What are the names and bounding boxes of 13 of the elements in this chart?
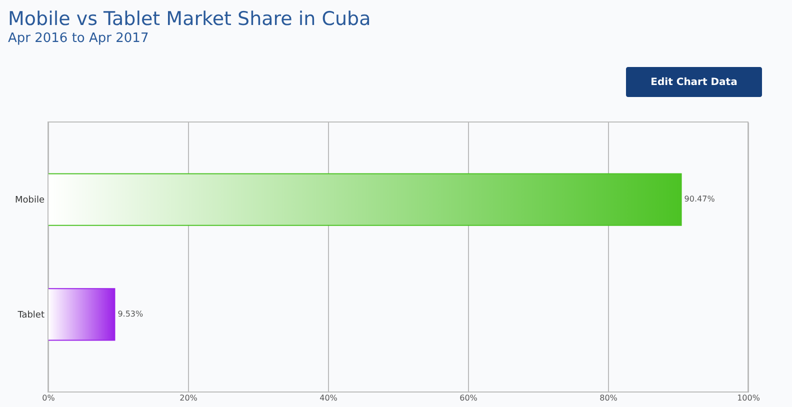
data-label: 9.53% [118,309,144,318]
x-tick-label: 100% [737,394,760,402]
x-tick-label: 80% [600,394,618,402]
text: Edit Chart Data [650,77,738,88]
data-label: 90.47% [684,194,716,204]
chart-subtitle: Apr 2016 to Apr 2017 [8,31,149,46]
chart-title: Mobile vs Tablet Market Share in Cuba [8,8,371,30]
y-tick-label: Tablet [16,310,45,320]
x-tick-label: 40% [320,394,338,402]
x-tick-label: 60% [460,394,478,402]
x-tick-label: 0% [42,394,56,402]
y-tick-label: Mobile [14,196,45,206]
x-tick-label: 20% [180,394,198,402]
